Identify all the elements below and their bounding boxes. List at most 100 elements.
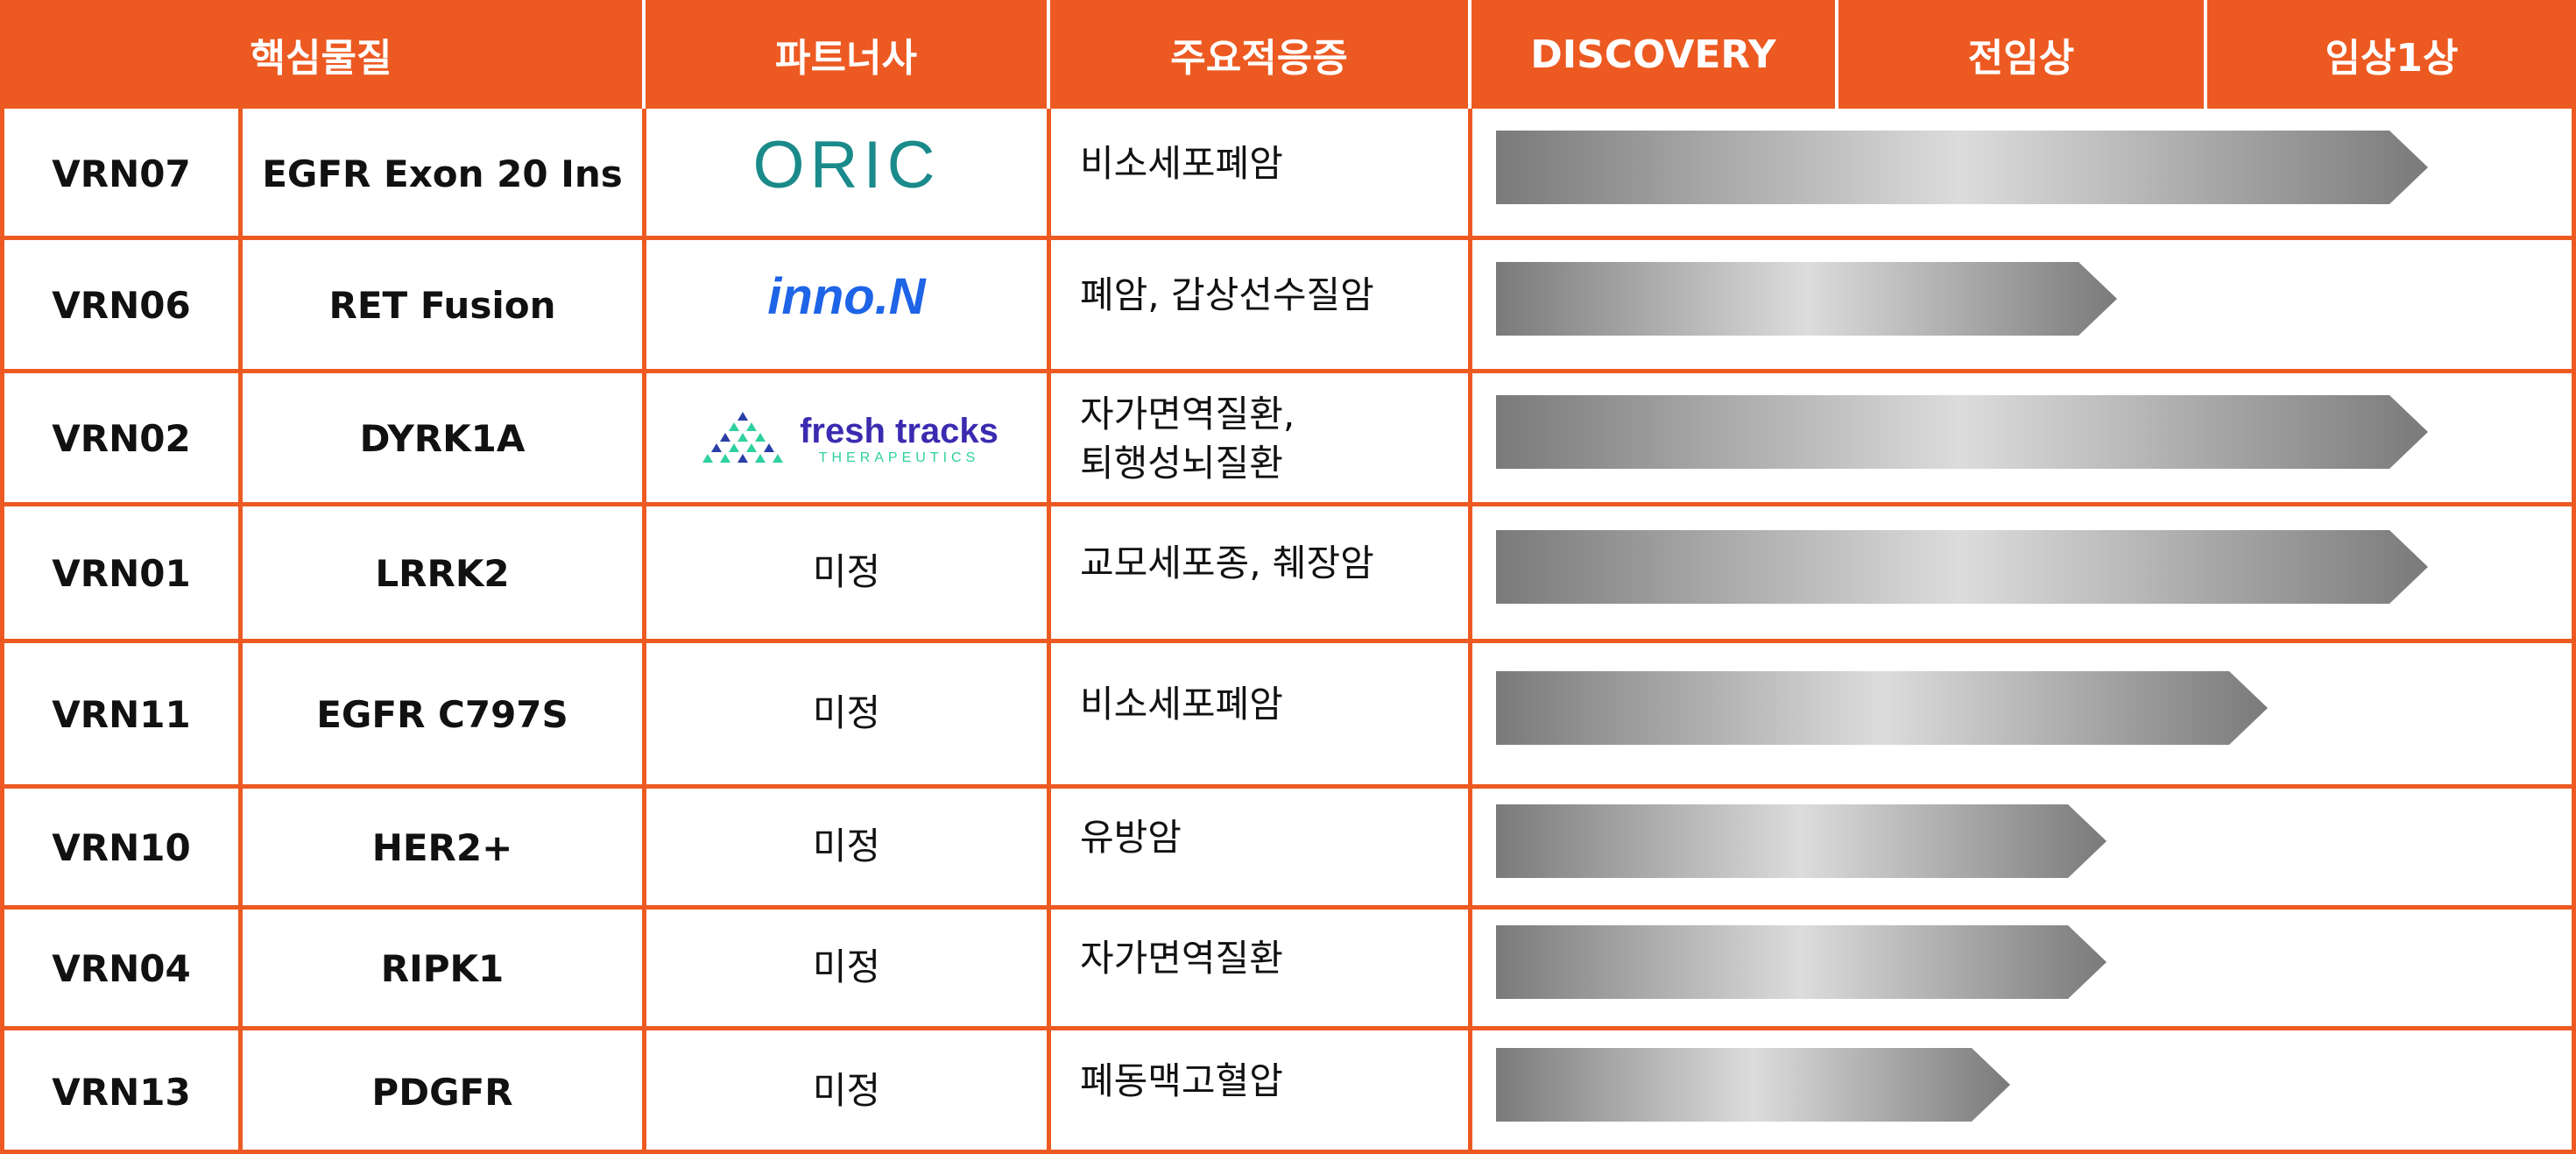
grid-hline [0, 1150, 2576, 1154]
partner-cell: inno.N [646, 242, 1047, 369]
fresh-tracks-name: fresh tracks [800, 411, 999, 450]
progress-arrow-shape [1496, 671, 2268, 745]
grid-hline [0, 784, 2576, 789]
indication-line: 퇴행성뇌질환 [1080, 441, 1283, 485]
target-name: EGFR C797S [316, 693, 568, 736]
progress-arrow [1496, 804, 2107, 878]
grid-hline [0, 502, 2576, 506]
progress-arrow [1496, 530, 2428, 604]
header-discovery-label: DISCOVERY [1530, 32, 1776, 77]
progress-arrow-shape [1496, 262, 2117, 336]
header-compound-label: 핵심물질 [250, 36, 392, 81]
compound-code: VRN11 [52, 693, 191, 736]
target-name: RET Fusion [328, 284, 556, 327]
header-preclinical-label: 전임상 [1967, 36, 2075, 81]
indication-line: 폐암, 갑상선수질암 [1080, 273, 1374, 316]
target-name: RIPK1 [380, 947, 505, 990]
partner-cell: ORIC [646, 112, 1047, 236]
target-name: LRRK2 [375, 552, 510, 595]
target-name: DYRK1A [359, 417, 526, 460]
grid-hline [0, 1026, 2576, 1030]
partner-undecided: 미정 [812, 550, 881, 593]
progress-arrow [1496, 131, 2428, 204]
progress-arrow [1496, 262, 2117, 336]
compound-code: VRN13 [52, 1070, 191, 1114]
grid-vline [2572, 109, 2576, 1154]
compound-code: VRN10 [52, 826, 191, 869]
partner-cell: 미정 [646, 790, 1047, 905]
progress-arrow [1496, 925, 2107, 999]
header-indication: 주요적응증 [1050, 0, 1468, 109]
progress-arrow-shape [1496, 925, 2107, 999]
indication-line: 자가면역질환 [1080, 936, 1283, 980]
grid-hline [0, 236, 2576, 240]
indication-line: 유방암 [1080, 815, 1182, 859]
partner-cell: 미정 [646, 911, 1047, 1026]
inno-n-logo: inno.N [767, 268, 926, 325]
progress-arrow [1496, 671, 2268, 745]
header-indication-label: 주요적응증 [1170, 36, 1348, 81]
progress-arrow-shape [1496, 530, 2428, 604]
progress-arrow [1496, 395, 2428, 469]
partner-undecided: 미정 [812, 825, 881, 867]
fresh-tracks-wordmark: fresh tracks THERAPEUTICS [800, 412, 999, 466]
header-divider [1835, 5, 1838, 103]
header-partner: 파트너사 [646, 0, 1047, 109]
indication-line: 폐동맥고혈압 [1080, 1059, 1283, 1102]
indication: 자가면역질환, 퇴행성뇌질환 [1080, 375, 1462, 502]
compound-code: VRN04 [52, 947, 191, 990]
target-name: EGFR Exon 20 Ins [262, 152, 623, 195]
indication: 자가면역질환 [1080, 901, 1462, 1016]
fresh-tracks-logo: fresh tracks THERAPEUTICS [695, 408, 999, 470]
partner-cell: 미정 [646, 508, 1047, 639]
partner-undecided: 미정 [812, 1068, 881, 1112]
grid-vline [0, 109, 4, 1154]
header-divider [2204, 5, 2207, 103]
indication-line: 자가면역질환, [1080, 392, 1295, 435]
partner-undecided: 미정 [812, 691, 881, 734]
progress-arrow-shape [1496, 804, 2107, 878]
triangle-mark-icon [702, 411, 784, 463]
header-preclinical: 전임상 [1838, 0, 2204, 109]
progress-arrow-shape [1496, 131, 2428, 204]
grid-vline [1047, 109, 1051, 1154]
header-partner-label: 파트너사 [775, 36, 917, 81]
indication: 유방암 [1080, 780, 1462, 895]
fresh-tracks-sub: THERAPEUTICS [818, 450, 980, 465]
partner-cell: fresh tracks THERAPEUTICS [646, 375, 1047, 502]
compound-code: VRN02 [52, 417, 191, 460]
indication: 비소세포폐암 [1080, 634, 1462, 774]
header-compound: 핵심물질 [0, 0, 642, 109]
progress-arrow-shape [1496, 395, 2428, 469]
grid-vline [642, 109, 646, 1154]
indication: 교모세포종, 췌장암 [1080, 498, 1462, 628]
target-name: HER2+ [371, 826, 513, 869]
progress-arrow [1496, 1048, 2010, 1122]
header-divider [642, 5, 646, 103]
header-divider [1047, 5, 1050, 103]
indication-line: 비소세포폐암 [1080, 682, 1283, 726]
indication: 비소세포폐암 [1080, 102, 1462, 225]
compound-code: VRN06 [52, 284, 191, 327]
grid-hline [0, 369, 2576, 373]
target-name: PDGFR [371, 1070, 513, 1114]
grid-vline [238, 109, 243, 1154]
header-phase1-label: 임상1상 [2325, 36, 2459, 81]
partner-undecided: 미정 [812, 945, 881, 988]
oric-logo: ORIC [752, 128, 941, 202]
partner-cell: 미정 [646, 1032, 1047, 1151]
progress-arrow-shape [1496, 1048, 2010, 1122]
compound-code: VRN07 [52, 152, 191, 195]
grid-hline [0, 639, 2576, 643]
grid-hline [0, 905, 2576, 910]
header-divider [1468, 5, 1471, 103]
compound-code: VRN01 [52, 552, 191, 595]
indication: 폐암, 갑상선수질암 [1080, 231, 1462, 358]
indication-line: 교모세포종, 췌장암 [1080, 541, 1374, 584]
header-phase1: 임상1상 [2207, 0, 2576, 109]
indication-line: 비소세포폐암 [1080, 141, 1283, 185]
partner-cell: 미정 [646, 645, 1047, 784]
indication: 폐동맥고혈압 [1080, 1022, 1462, 1141]
grid-vline [1468, 109, 1472, 1154]
